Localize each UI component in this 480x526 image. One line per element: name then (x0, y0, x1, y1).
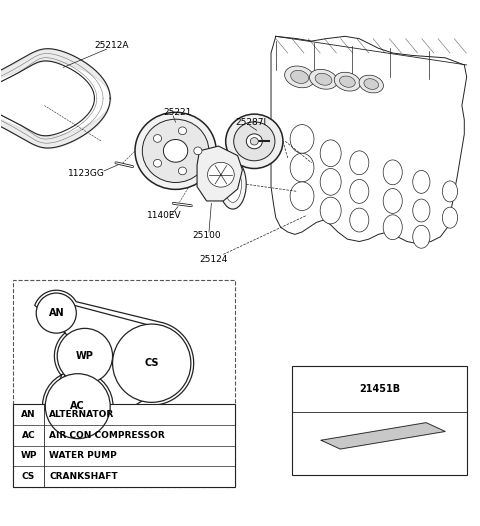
Text: 25212A: 25212A (95, 42, 129, 50)
Text: AC: AC (22, 431, 36, 440)
Text: CRANKSHAFT: CRANKSHAFT (49, 472, 118, 481)
Text: AC: AC (71, 401, 85, 411)
Ellipse shape (443, 181, 457, 202)
Ellipse shape (207, 163, 234, 187)
Polygon shape (321, 423, 445, 449)
Text: CS: CS (144, 358, 159, 368)
Ellipse shape (310, 69, 337, 89)
Ellipse shape (413, 199, 430, 222)
Text: 21451B: 21451B (359, 383, 400, 393)
Ellipse shape (290, 182, 314, 210)
Ellipse shape (315, 73, 332, 85)
Ellipse shape (320, 168, 341, 195)
Text: AN: AN (21, 410, 36, 419)
Ellipse shape (290, 153, 314, 182)
Ellipse shape (350, 208, 369, 232)
Ellipse shape (364, 79, 379, 89)
Text: AIR CON COMPRESSOR: AIR CON COMPRESSOR (49, 431, 165, 440)
Polygon shape (197, 146, 242, 201)
Ellipse shape (250, 138, 258, 145)
Bar (13, 280, 235, 487)
Ellipse shape (234, 122, 275, 161)
Ellipse shape (413, 170, 430, 194)
Text: 1140EV: 1140EV (147, 211, 181, 220)
Circle shape (45, 373, 110, 439)
Ellipse shape (320, 140, 341, 167)
Text: ALTERNATOR: ALTERNATOR (49, 410, 114, 419)
Text: 25100: 25100 (192, 231, 221, 240)
Ellipse shape (320, 197, 341, 224)
Text: WATER PUMP: WATER PUMP (49, 451, 117, 460)
Ellipse shape (290, 125, 314, 153)
Text: 1123GG: 1123GG (68, 169, 105, 178)
Ellipse shape (350, 151, 369, 175)
Text: CS: CS (22, 472, 35, 481)
Ellipse shape (154, 135, 162, 143)
Ellipse shape (285, 66, 315, 88)
Ellipse shape (142, 119, 209, 183)
Ellipse shape (413, 225, 430, 248)
Ellipse shape (135, 113, 216, 189)
Ellipse shape (154, 159, 162, 167)
Text: WP: WP (76, 351, 94, 361)
Text: 25124: 25124 (199, 255, 228, 264)
Ellipse shape (291, 70, 309, 84)
Ellipse shape (359, 75, 384, 93)
Bar (13, 404, 235, 487)
Ellipse shape (246, 134, 263, 149)
Ellipse shape (350, 179, 369, 204)
Ellipse shape (179, 127, 187, 135)
Ellipse shape (339, 76, 355, 87)
Bar (292, 366, 467, 476)
Text: 25287I: 25287I (235, 118, 266, 127)
Ellipse shape (226, 114, 283, 168)
Ellipse shape (194, 147, 202, 155)
Ellipse shape (443, 207, 457, 228)
Circle shape (57, 328, 113, 384)
Circle shape (113, 324, 191, 402)
Ellipse shape (383, 160, 402, 185)
Text: AN: AN (48, 308, 64, 318)
Ellipse shape (334, 72, 360, 91)
Text: WP: WP (20, 451, 37, 460)
Ellipse shape (163, 139, 188, 162)
Ellipse shape (219, 159, 246, 209)
Text: 25221: 25221 (164, 108, 192, 117)
Ellipse shape (383, 188, 402, 214)
Ellipse shape (224, 166, 241, 203)
Ellipse shape (383, 215, 402, 240)
Circle shape (36, 293, 76, 333)
Ellipse shape (179, 167, 187, 175)
